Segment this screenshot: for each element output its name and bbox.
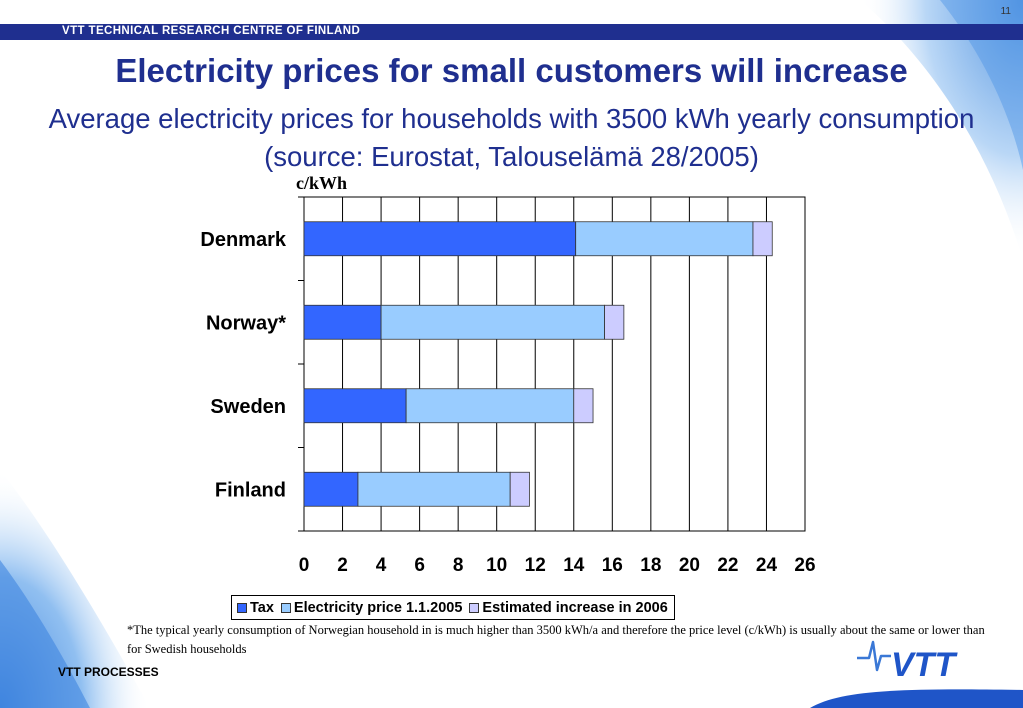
vtt-logo-text: VTT bbox=[891, 646, 958, 684]
bar-electricity-sweden bbox=[405, 388, 575, 424]
category-label: Finland bbox=[215, 479, 286, 501]
x-tick-label: 6 bbox=[414, 555, 425, 576]
x-tick-label: 18 bbox=[640, 555, 661, 576]
category-label: Norway* bbox=[206, 312, 286, 334]
chart-legend: Tax Electricity price 1.1.2005 Estimated… bbox=[231, 595, 675, 620]
x-tick-label: 2 bbox=[337, 555, 348, 576]
legend-label-tax: Tax bbox=[250, 599, 274, 616]
legend-swatch-increase bbox=[469, 602, 480, 613]
organization-name: VTT TECHNICAL RESEARCH CENTRE OF FINLAND bbox=[62, 25, 361, 37]
bar-electricity-finland bbox=[357, 471, 511, 507]
legend-label-increase: Estimated increase in 2006 bbox=[482, 599, 668, 616]
legend-item-tax: Tax bbox=[237, 600, 274, 616]
page-number: 11 bbox=[1000, 6, 1011, 17]
legend-label-electricity: Electricity price 1.1.2005 bbox=[293, 599, 463, 616]
bar-tax-finland bbox=[303, 471, 359, 507]
bar-electricity-norway bbox=[380, 304, 606, 340]
x-tick-label: 10 bbox=[486, 555, 507, 576]
slide-subtitle: Average electricity prices for household… bbox=[48, 103, 975, 172]
bar-tax-denmark bbox=[303, 221, 577, 257]
x-tick-label: 14 bbox=[563, 555, 585, 576]
x-tick-label: 0 bbox=[299, 555, 310, 576]
legend-item-increase: Estimated increase in 2006 bbox=[469, 599, 668, 616]
x-tick-label: 8 bbox=[453, 555, 464, 576]
slide-title: Electricity prices for small customers w… bbox=[115, 52, 908, 89]
x-tick-label: 22 bbox=[717, 555, 738, 576]
bar-increase-denmark bbox=[752, 221, 773, 257]
vtt-logo: VTT bbox=[857, 640, 958, 684]
bar-tax-norway bbox=[303, 304, 382, 340]
header-bar: VTT TECHNICAL RESEARCH CENTRE OF FINLAND bbox=[0, 24, 1023, 40]
footer-label: VTT PROCESSES bbox=[58, 665, 159, 679]
x-tick-label: 16 bbox=[602, 555, 623, 576]
bar-increase-sweden bbox=[573, 388, 594, 424]
x-tick-label: 4 bbox=[376, 555, 387, 576]
x-tick-label: 26 bbox=[794, 555, 815, 576]
category-label: Sweden bbox=[210, 396, 286, 418]
unit-label: c/kWh bbox=[296, 173, 347, 193]
bar-tax-sweden bbox=[303, 388, 407, 424]
legend-swatch-tax bbox=[237, 602, 247, 613]
legend-item-electricity: Electricity price 1.1.2005 bbox=[280, 599, 463, 616]
bar-electricity-denmark bbox=[575, 221, 754, 257]
legend-swatch-electricity bbox=[280, 602, 291, 613]
x-tick-label: 24 bbox=[756, 555, 778, 576]
footnote: *The typical yearly consumption of Norwe… bbox=[127, 623, 985, 656]
bar-increase-finland bbox=[509, 471, 530, 507]
bar-increase-norway bbox=[604, 304, 625, 340]
x-tick-label: 20 bbox=[679, 555, 700, 576]
category-label: Denmark bbox=[200, 229, 286, 251]
x-tick-label: 12 bbox=[525, 555, 546, 576]
